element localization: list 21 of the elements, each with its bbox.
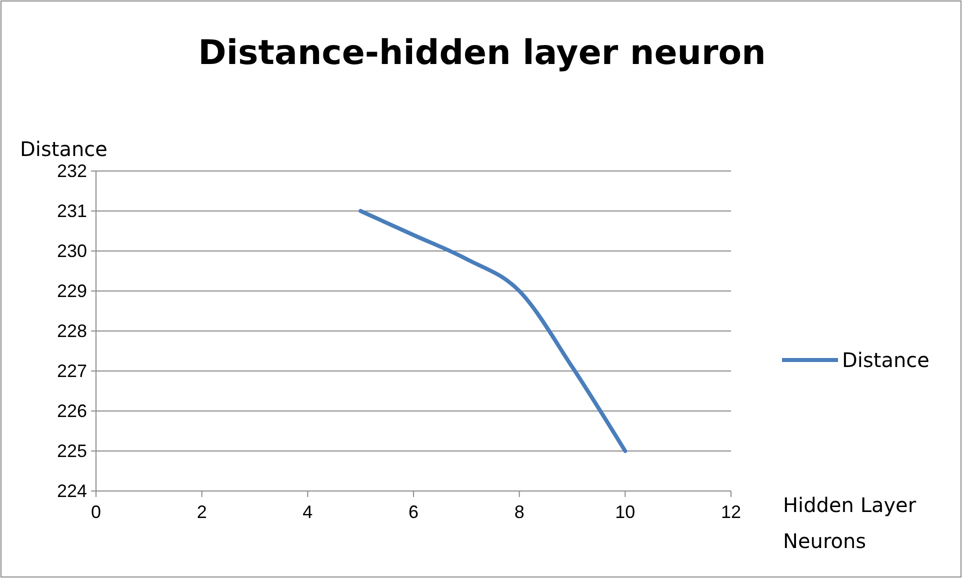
- y-tick-label: 224: [56, 480, 87, 501]
- y-tick-label: 230: [56, 240, 87, 261]
- chart-title: Distance-hidden layer neuron: [198, 33, 766, 73]
- y-tick-label: 229: [56, 280, 87, 301]
- x-tick-label: 0: [90, 502, 102, 522]
- x-axis-title: Hidden Layer Neurons: [783, 493, 917, 553]
- y-tick-label: 226: [56, 400, 87, 421]
- y-tick-label: 232: [56, 160, 87, 181]
- y-axis-title: Distance: [20, 137, 108, 161]
- x-tick-label: 2: [196, 502, 207, 522]
- line-series: [358, 209, 628, 453]
- y-tick-label: 228: [56, 320, 87, 341]
- y-tick-label: 231: [56, 200, 87, 221]
- x-tick-label: 4: [302, 502, 313, 522]
- x-tick-label: 12: [720, 502, 742, 522]
- x-tick-label: 8: [514, 502, 524, 522]
- y-tick-label: 225: [56, 440, 87, 461]
- x-tick-label: 10: [615, 502, 636, 522]
- legend-label: Distance: [842, 348, 930, 372]
- x-tick-label: 6: [408, 502, 419, 522]
- y-tick-label: 227: [56, 360, 87, 381]
